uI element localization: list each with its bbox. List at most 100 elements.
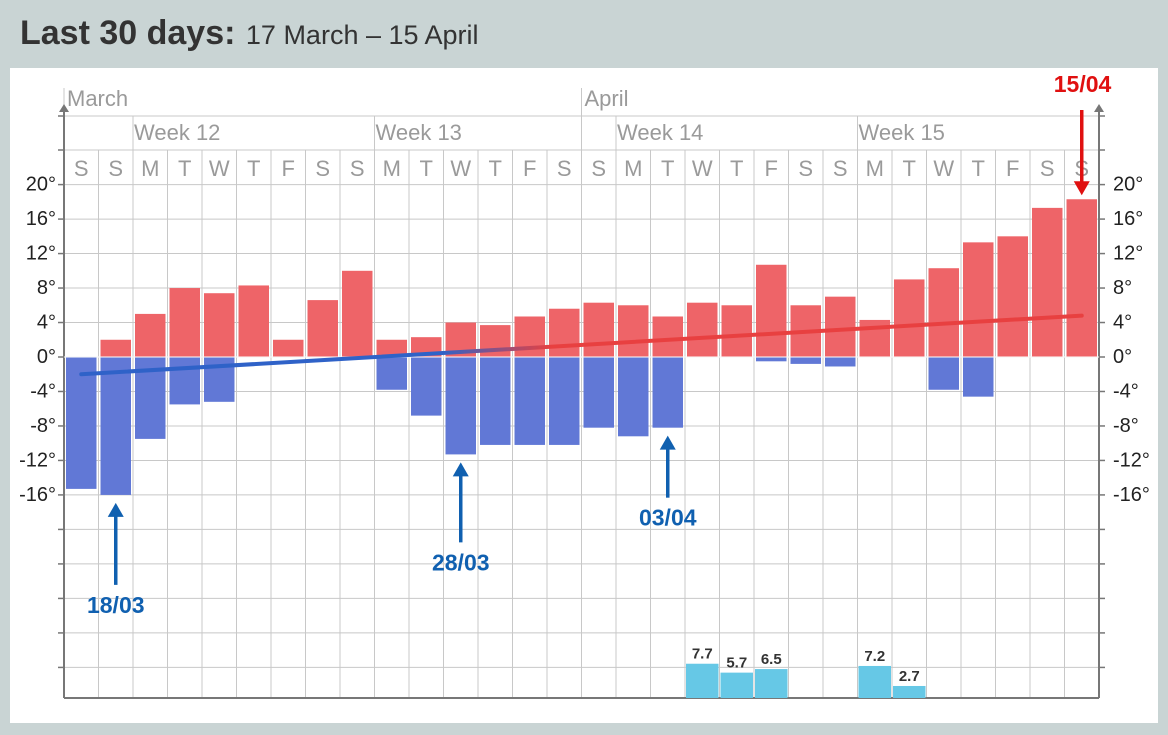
max-temp-bar xyxy=(825,296,856,357)
y-tick-label-left: 8° xyxy=(37,277,56,299)
day-label: T xyxy=(903,156,916,181)
y-tick-label-left: 12° xyxy=(26,243,56,265)
max-temp-bar xyxy=(514,316,545,357)
max-temp-bar xyxy=(135,313,166,357)
day-label: S xyxy=(315,156,330,181)
min-temp-bar xyxy=(480,357,511,445)
month-label: March xyxy=(67,86,128,111)
day-label: T xyxy=(661,156,674,181)
precip-value-label: 7.2 xyxy=(864,648,885,665)
min-temp-bar xyxy=(963,357,994,397)
day-label: M xyxy=(141,156,159,181)
max-temp-bar xyxy=(1066,199,1097,357)
max-temp-bar xyxy=(1032,207,1063,357)
precip-bar xyxy=(893,685,926,698)
day-label: W xyxy=(209,156,230,181)
day-label: S xyxy=(833,156,848,181)
week-label: Week 13 xyxy=(376,120,462,145)
min-temp-bar xyxy=(100,357,131,495)
annotation-label: 03/04 xyxy=(639,505,697,531)
day-label: W xyxy=(933,156,954,181)
max-temp-bar xyxy=(652,316,683,357)
day-label: S xyxy=(557,156,572,181)
annotation-03-04: 03/04 xyxy=(639,435,697,531)
day-label: F xyxy=(1006,156,1019,181)
precip-value-label: 7.7 xyxy=(692,646,713,663)
y-tick-label-right: 8° xyxy=(1113,277,1132,299)
day-label: W xyxy=(450,156,471,181)
chart-header: Last 30 days: 17 March – 15 April xyxy=(20,14,479,58)
annotation-arrowhead xyxy=(1073,181,1090,196)
y-tick-label-left: -4° xyxy=(30,380,56,402)
y-tick-label-right: -8° xyxy=(1113,415,1139,437)
annotation-arrowhead xyxy=(452,462,469,477)
day-label: F xyxy=(765,156,778,181)
max-temp-bar xyxy=(238,285,269,357)
min-temp-bar xyxy=(169,357,200,405)
precip-value-label: 2.7 xyxy=(899,668,920,685)
y-tick-label-right: -4° xyxy=(1113,380,1139,402)
day-label: M xyxy=(624,156,642,181)
day-label: M xyxy=(383,156,401,181)
page-title: Last 30 days: xyxy=(20,14,236,52)
axis-arrow-left xyxy=(59,104,69,112)
day-label: T xyxy=(420,156,433,181)
y-tick-label-right: 12° xyxy=(1113,243,1143,265)
max-temp-bar xyxy=(273,339,304,357)
max-temp-bar xyxy=(342,270,373,357)
min-temp-bar xyxy=(928,357,959,390)
max-temp-bar xyxy=(687,302,718,357)
max-temp-bar xyxy=(618,305,649,357)
y-tick-label-right: -12° xyxy=(1113,449,1150,471)
min-temp-bar xyxy=(411,357,442,416)
day-label: T xyxy=(178,156,191,181)
max-temp-bar xyxy=(583,302,614,357)
annotation-arrowhead xyxy=(659,435,676,450)
min-temp-bar xyxy=(583,357,614,428)
min-temp-bar xyxy=(825,357,856,367)
max-temp-bar xyxy=(169,288,200,357)
min-temp-bar xyxy=(790,357,821,364)
annotation-28-03: 28/03 xyxy=(432,462,490,575)
date-range: 17 March – 15 April xyxy=(245,20,479,50)
day-label: T xyxy=(247,156,260,181)
day-label: S xyxy=(1040,156,1055,181)
day-label: S xyxy=(798,156,813,181)
month-label: April xyxy=(585,86,629,111)
axis-arrow-right xyxy=(1094,104,1104,112)
precip-bar xyxy=(720,672,753,698)
day-label: W xyxy=(692,156,713,181)
precip-bar xyxy=(858,665,891,698)
y-tick-label-left: 16° xyxy=(26,208,56,230)
min-temp-bar xyxy=(376,357,407,390)
min-temp-bar xyxy=(756,357,787,362)
min-temp-bar xyxy=(445,357,476,455)
annotation-label: 18/03 xyxy=(87,592,145,618)
max-temp-bar xyxy=(100,339,131,357)
y-tick-label-right: 20° xyxy=(1113,174,1143,196)
y-tick-label-right: -16° xyxy=(1113,484,1150,506)
y-tick-label-left: -12° xyxy=(19,449,56,471)
week-label: Week 12 xyxy=(134,120,220,145)
max-temp-bar xyxy=(204,293,235,357)
day-label: S xyxy=(591,156,606,181)
y-tick-label-right: 16° xyxy=(1113,208,1143,230)
y-tick-label-left: -16° xyxy=(19,484,56,506)
annotation-18-03: 18/03 xyxy=(87,502,145,618)
week-label: Week 14 xyxy=(617,120,703,145)
annotation-label: 15/04 xyxy=(1054,71,1112,97)
precip-bar xyxy=(686,663,719,698)
max-temp-bar xyxy=(997,236,1028,357)
day-label: M xyxy=(866,156,884,181)
chart-panel: March April Week 12 Week 13 Week 14 Week 15 S S… xyxy=(10,68,1158,723)
y-tick-label-left: 20° xyxy=(26,174,56,196)
precip-value-label: 5.7 xyxy=(726,655,747,672)
day-label: S xyxy=(108,156,123,181)
y-tick-label-left: -8° xyxy=(30,415,56,437)
trend-line xyxy=(79,313,1084,377)
precip-bar xyxy=(755,669,788,698)
min-temp-bar xyxy=(652,357,683,428)
max-temp-bar xyxy=(549,308,580,357)
y-tick-label-left: 4° xyxy=(37,312,56,334)
day-label: S xyxy=(350,156,365,181)
